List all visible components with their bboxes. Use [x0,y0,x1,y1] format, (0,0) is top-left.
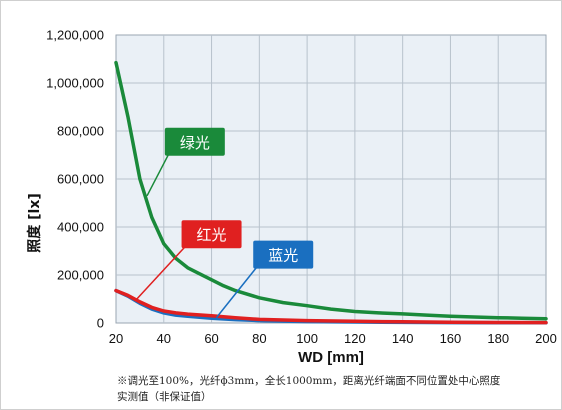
y-tick-label: 800,000 [57,124,104,139]
y-axis-label: 照度 [lx] [26,193,43,253]
illuminance-chart: 0 200,000 400,000 600,000 800,000 1,000,000 1,… [26,28,557,367]
y-tick-label: 600,000 [57,172,104,187]
x-tick-label: 180 [487,331,509,346]
series-lines [114,60,548,325]
y-tick-label: 0 [97,316,104,331]
x-tick-label: 200 [535,331,557,346]
annotation-box [181,220,242,249]
x-tick-label: 160 [440,331,462,346]
series-line [114,60,548,321]
y-tick-labels: 0 200,000 400,000 600,000 800,000 1,000,000 1,… [46,28,104,331]
annotation-leader [215,266,258,319]
x-tick-label: 120 [344,331,366,346]
footnote-line-2: 实测值（非保证值） [117,391,212,403]
x-tick-label: 60 [204,331,218,346]
y-tick-label: 400,000 [57,220,104,235]
x-tick-label: 40 [157,331,171,346]
x-tick-label: 20 [109,331,123,346]
annotation-box [253,240,314,269]
annotation-label: 蓝光 [268,247,298,265]
x-tick-label: 140 [392,331,414,346]
x-tick-label: 100 [296,331,318,346]
series-line [114,288,548,325]
annotation-leader [146,153,170,197]
annotation-label: 红光 [197,226,227,244]
footnote-line-1: ※调光至100%，光纤ϕ3mm，全长1000mm，距离光纤端面不同位置处中心照度 [117,375,501,387]
y-tick-label: 200,000 [57,268,104,283]
y-tick-label: 1,200,000 [46,28,104,43]
y-tick-label: 1,000,000 [46,76,104,91]
x-tick-label: 80 [252,331,266,346]
annotation-label: 绿光 [180,134,210,152]
x-tick-labels: 20 40 60 80 100 120 140 160 180 200 [109,331,557,346]
annotation-box [164,127,225,156]
x-axis-label: WD [mm] [298,349,364,366]
annotation-leader [134,245,187,302]
